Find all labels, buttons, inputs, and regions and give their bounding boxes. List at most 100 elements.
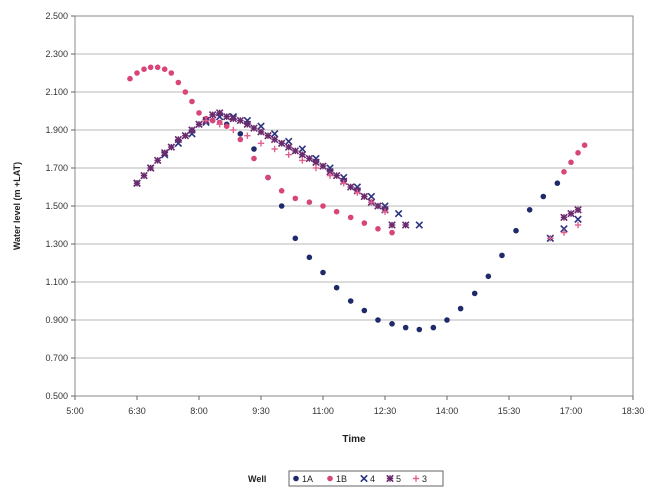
data-point	[188, 126, 196, 134]
y-tick-label: 2.300	[45, 49, 68, 59]
data-point	[146, 164, 155, 172]
data-point	[554, 180, 561, 186]
legend-box	[288, 470, 444, 487]
legend-label: 1B	[336, 474, 347, 484]
data-point	[251, 155, 257, 162]
x-tick-label: 18:30	[622, 406, 645, 416]
data-point	[189, 98, 195, 105]
data-point	[389, 321, 395, 327]
data-point	[305, 154, 314, 163]
data-point	[127, 75, 133, 82]
y-tick-label: 2.500	[45, 11, 68, 21]
data-point	[333, 208, 340, 215]
y-tick-label: 1.700	[45, 163, 68, 173]
data-point	[298, 150, 307, 159]
data-point	[168, 70, 175, 76]
legend-items: 1A 1B 4 5 3	[293, 474, 427, 484]
legend-item-3: 3	[412, 474, 427, 484]
data-point	[278, 203, 285, 209]
data-point	[251, 146, 257, 152]
data-point	[250, 124, 258, 132]
data-point	[401, 221, 410, 229]
data-point	[270, 135, 279, 144]
data-point	[560, 213, 568, 222]
legend-label: 5	[396, 474, 401, 484]
data-point	[485, 273, 492, 280]
data-point	[257, 122, 265, 130]
data-point	[265, 174, 271, 181]
y-tick-label: 0.900	[45, 315, 68, 325]
data-point	[284, 143, 293, 151]
legend-marker	[327, 475, 333, 482]
data-point	[574, 206, 582, 214]
data-point	[332, 171, 341, 180]
legend-marker	[412, 475, 420, 482]
legend-title: Well	[248, 474, 266, 484]
data-point	[312, 158, 320, 167]
x-axis-title: Time	[342, 434, 366, 445]
data-point	[560, 229, 568, 236]
data-point	[174, 135, 183, 144]
data-point	[347, 214, 354, 221]
data-point	[388, 221, 396, 229]
data-point	[402, 324, 409, 331]
data-point	[444, 317, 450, 323]
data-point	[368, 199, 375, 206]
data-point	[340, 180, 347, 187]
data-point	[153, 156, 162, 165]
legend-label: 4	[370, 474, 375, 484]
data-point	[306, 199, 313, 205]
data-point	[567, 209, 575, 218]
data-point	[257, 140, 265, 147]
data-point	[568, 159, 574, 166]
data-point	[547, 235, 554, 242]
x-tick-label: 8:00	[190, 406, 208, 416]
data-point	[243, 120, 252, 129]
legend-item-5: 5	[386, 474, 401, 484]
data-point	[271, 145, 278, 153]
data-point	[292, 235, 299, 242]
x-tick-label: 9:30	[252, 406, 270, 416]
data-point	[389, 229, 395, 236]
data-point	[161, 66, 168, 72]
data-point	[237, 131, 244, 137]
data-point	[175, 79, 182, 86]
data-point	[257, 128, 265, 136]
x-tick-label: 17:00	[560, 406, 583, 416]
y-tick-label: 2.100	[45, 87, 68, 97]
series-1A	[209, 117, 561, 333]
x-axis-ticks: 5:00 6:30 8:00 9:30 11:00 12:30 14:00 15:30 17:0…	[66, 396, 644, 416]
legend-marker	[386, 474, 394, 483]
data-point	[361, 220, 368, 226]
series-3	[202, 117, 582, 242]
data-point	[270, 130, 279, 138]
data-point	[499, 252, 505, 259]
legend: Well 1A 1B 4 5 3	[248, 470, 444, 487]
data-point	[230, 126, 237, 134]
data-point	[195, 120, 203, 129]
y-tick-label: 1.100	[45, 277, 68, 287]
y-tick-label: 1.300	[45, 239, 68, 249]
legend-item-1B: 1B	[327, 474, 347, 484]
data-point	[291, 147, 300, 155]
data-point	[320, 269, 326, 276]
series-1B	[127, 64, 588, 236]
data-point	[581, 142, 588, 148]
data-point	[575, 150, 581, 156]
data-point	[140, 171, 148, 180]
x-tick-label: 14:00	[436, 406, 459, 416]
data-point	[160, 149, 169, 157]
data-point	[298, 145, 307, 153]
data-point	[513, 227, 519, 234]
data-series	[127, 64, 588, 333]
data-point	[375, 226, 381, 232]
series-5	[133, 109, 582, 229]
legend-label: 1A	[302, 474, 313, 484]
x-tick-label: 12:30	[374, 406, 397, 416]
data-point	[141, 66, 147, 72]
data-point	[196, 110, 202, 116]
data-point	[216, 121, 223, 128]
data-point	[347, 298, 354, 304]
data-point	[326, 172, 334, 179]
data-point	[222, 112, 231, 121]
